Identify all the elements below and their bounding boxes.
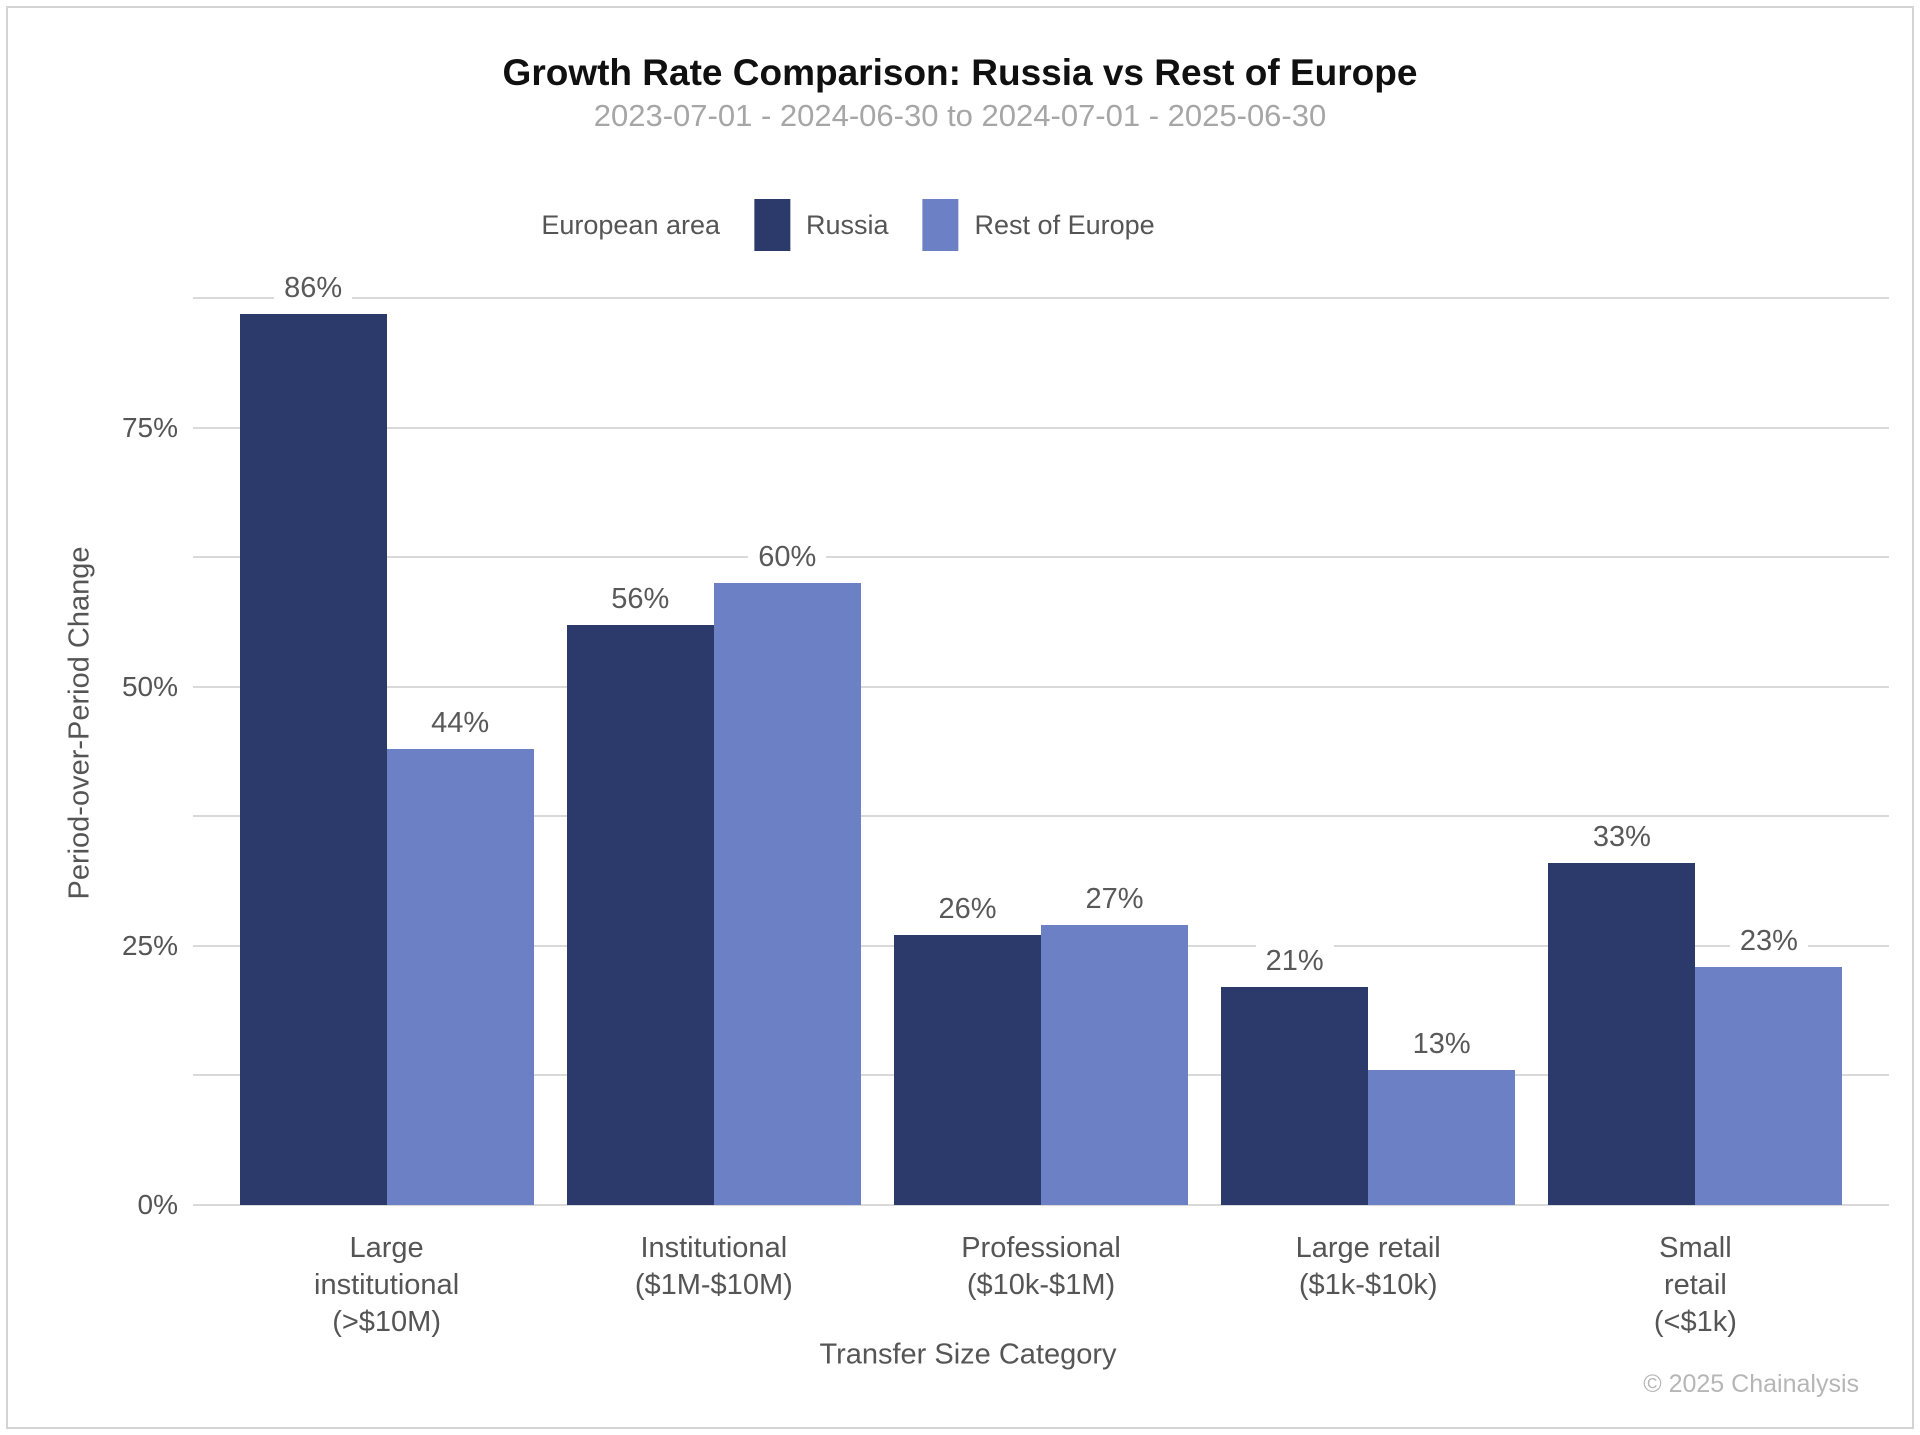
bar-value-label-russia-professional-10k-1m: 26% [928,891,1007,927]
y-tick-label-50%: 50% [121,670,178,702]
legend-label-russia: Russia [806,209,889,240]
x-tick-label-small-retail-1k: Small retail (<$1k) [1653,1232,1737,1338]
gridline-50 [193,685,1889,688]
bar-rest-of-europe-small-retail-1k[interactable] [1695,967,1843,1205]
copyright-credit: © 2025 Chainalysis [1643,1370,1859,1398]
x-tick-label-professional-10k-1m: Professional ($10k-$1M) [961,1232,1121,1301]
legend-title: European area [541,209,720,240]
chart-subtitle: 2023-07-01 - 2024-06-30 to 2024-07-01 - … [593,98,1327,133]
gridline-75 [193,426,1889,429]
x-tick-label-large-retail-1k-10k: Large retail ($1k-$10k) [1295,1232,1441,1301]
bar-russia-large-retail-1k-10k[interactable] [1221,987,1369,1205]
legend-label-rest-of-europe: Rest of Europe [974,209,1155,240]
bar-value-label-rest-of-europe-institutional-1m-10m: 60% [748,539,827,575]
chart-title: Growth Rate Comparison: Russia vs Rest o… [502,52,1418,93]
bar-value-label-rest-of-europe-large-institutional-10m: 44% [421,705,500,741]
bar-rest-of-europe-institutional-1m-10m[interactable] [713,583,861,1205]
bar-rest-of-europe-professional-10k-1m[interactable] [1041,925,1188,1205]
bar-russia-small-retail-1k[interactable] [1548,863,1696,1205]
bar-value-label-rest-of-europe-small-retail-1k: 23% [1729,923,1808,959]
gridline-0 [193,1204,1889,1206]
plot-area: 0% 25% 50% 75% 86% 44% Large institutional (>$10… [8,8,1912,1427]
bar-value-label-russia-large-institutional-10m: 86% [274,270,353,306]
chart-card: Growth Rate Comparison: Russia vs Rest o… [6,6,1914,1429]
bar-russia-professional-10k-1m[interactable] [894,935,1041,1205]
y-tick-label-75%: 75% [121,411,178,443]
legend-swatch-russia [754,199,790,251]
gridline-62.5 [193,556,1889,559]
legend: European area Russia Rest of Europe [541,199,1155,251]
bar-value-label-rest-of-europe-professional-10k-1m: 27% [1075,881,1154,917]
x-tick-label-large-institutional-10m: Large institutional (>$10M) [314,1232,460,1338]
x-axis-title: Transfer Size Category [819,1338,1117,1371]
legend-item-russia[interactable]: Russia [754,199,889,251]
bar-value-label-russia-institutional-1m-10m: 56% [601,581,680,617]
y-tick-label-0%: 0% [137,1189,178,1220]
legend-swatch-rest-of-europe [922,199,959,251]
bar-russia-large-institutional-10m[interactable] [239,314,387,1205]
bar-rest-of-europe-large-institutional-10m[interactable] [386,749,534,1205]
legend-item-rest-of-europe[interactable]: Rest of Europe [922,199,1155,251]
bar-value-label-russia-small-retail-1k: 33% [1582,819,1661,855]
gridline-87.5 [193,297,1889,299]
bar-russia-institutional-1m-10m[interactable] [566,625,714,1205]
y-tick-label-25%: 25% [121,929,178,961]
gridline-37.5 [193,815,1889,818]
bar-value-label-russia-large-retail-1k-10k: 21% [1255,943,1334,979]
bar-rest-of-europe-large-retail-1k-10k[interactable] [1368,1070,1516,1205]
x-tick-label-institutional-1m-10m: Institutional ($1M-$10M) [634,1232,793,1301]
bar-value-label-rest-of-europe-large-retail-1k-10k: 13% [1402,1026,1481,1062]
